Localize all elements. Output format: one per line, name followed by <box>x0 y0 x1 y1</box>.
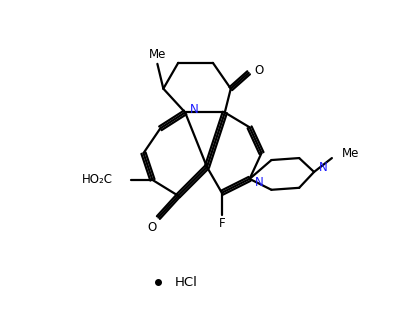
Text: HCl: HCl <box>175 275 198 289</box>
Text: Me: Me <box>342 147 359 160</box>
Text: N: N <box>319 162 328 174</box>
Text: HO₂C: HO₂C <box>82 173 113 186</box>
Text: N: N <box>190 103 199 116</box>
Text: N: N <box>255 176 263 189</box>
Text: O: O <box>148 221 157 234</box>
Text: O: O <box>254 64 263 77</box>
Text: Me: Me <box>149 48 166 62</box>
Text: F: F <box>219 217 225 230</box>
